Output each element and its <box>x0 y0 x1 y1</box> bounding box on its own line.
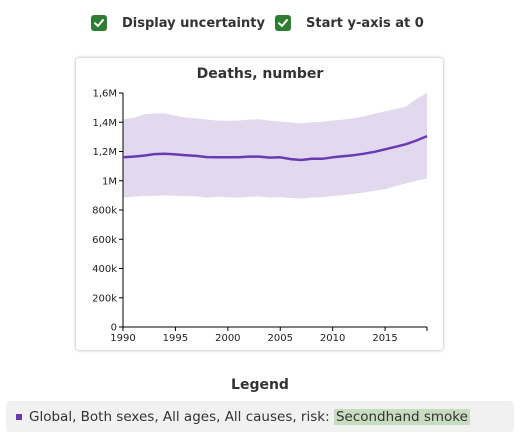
display-uncertainty-label: Display uncertainty <box>122 15 265 31</box>
y-tick-label: 600k <box>92 235 117 246</box>
x-tick-label: 2000 <box>215 333 240 344</box>
legend-risk-highlight: Secondhand smoke <box>333 408 470 425</box>
y-tick-label: 400k <box>92 264 117 275</box>
y-tick-label: 1M <box>102 176 117 187</box>
legend-item[interactable]: Global, Both sexes, All ages, All causes… <box>6 401 514 432</box>
y-tick-label: 200k <box>92 293 117 304</box>
x-tick-label: 1995 <box>163 333 188 344</box>
x-tick-label: 2005 <box>268 333 293 344</box>
checkbox-checked-icon[interactable] <box>91 15 107 31</box>
legend-label-prefix: Global, Both sexes, All ages, All causes… <box>29 408 330 425</box>
y-tick-label: 1,6M <box>92 89 117 100</box>
uncertainty-band <box>123 93 427 199</box>
legend-title: Legend <box>231 377 289 393</box>
y-tick-label: 1,4M <box>92 118 117 129</box>
series-line <box>122 134 428 162</box>
y-tick-label: 800k <box>92 206 117 217</box>
y-tick-label: 1,2M <box>92 147 117 158</box>
start-y-axis-at-zero-label: Start y-axis at 0 <box>306 15 424 31</box>
chart-controls: Display uncertainty Start y-axis at 0 <box>0 12 520 36</box>
x-tick-label: 2015 <box>372 333 397 344</box>
deaths-line-chart: Deaths, number 0 200k 400k 600k 800k 1M 1,2M 1,… <box>92 66 428 344</box>
legend-label: Global, Both sexes, All ages, All causes… <box>29 408 470 425</box>
checkbox-checked-icon[interactable] <box>275 15 291 31</box>
chart-card: Deaths, number 0 200k 400k 600k 800k 1M 1,2M 1,… <box>76 58 443 350</box>
y-tick-label: 0 <box>111 323 117 334</box>
x-tick-label: 2010 <box>320 333 345 344</box>
legend-swatch <box>16 413 22 420</box>
chart-title: Deaths, number <box>197 66 324 82</box>
display-uncertainty-toggle[interactable]: Display uncertainty <box>91 12 265 34</box>
x-tick-label: 1990 <box>110 333 135 344</box>
start-y-axis-at-zero-toggle[interactable]: Start y-axis at 0 <box>275 12 424 34</box>
